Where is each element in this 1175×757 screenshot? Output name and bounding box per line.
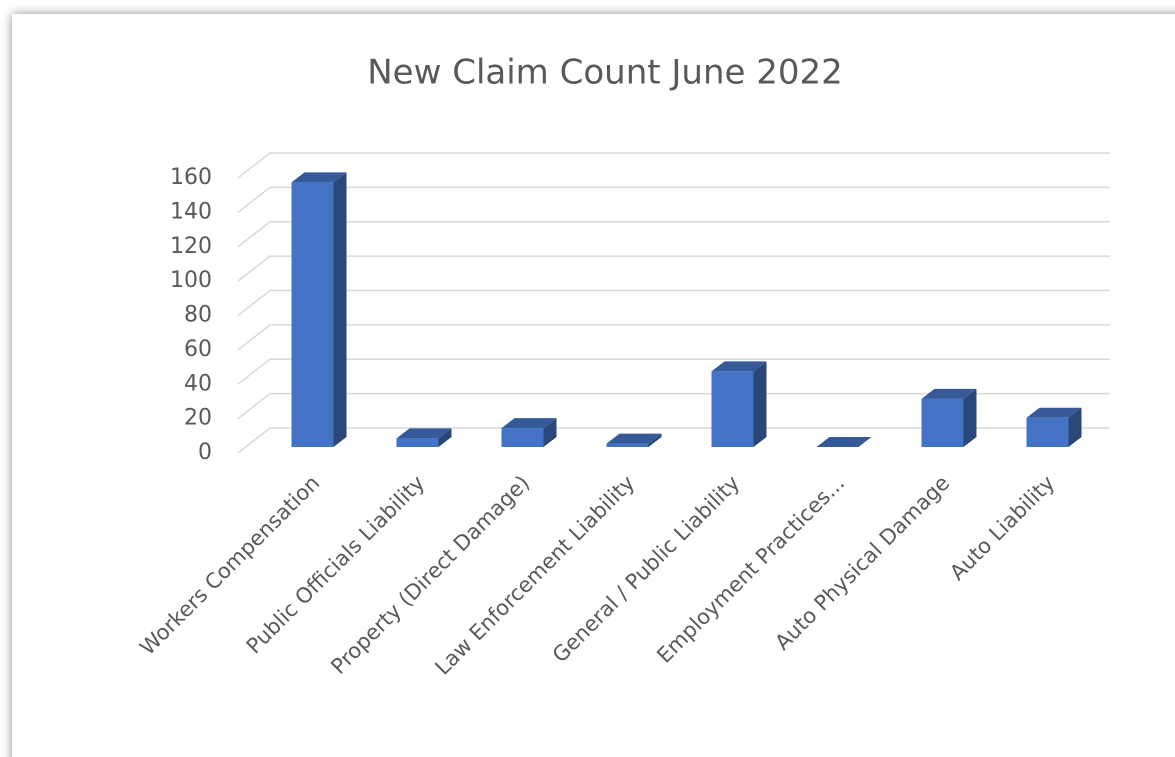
bar-top [711,361,767,372]
y-tick-label: 80 [184,303,212,328]
grid-line [237,427,1110,454]
bar-side [438,428,452,447]
bar [501,428,544,447]
bar-top [921,388,977,399]
grid-line [237,186,1110,213]
bar-side [333,172,347,447]
y-tick-label: 160 [170,165,212,190]
y-tick-label: 60 [184,337,212,362]
bar-side [963,388,977,447]
grid-line [237,255,1110,282]
bar-top [396,428,452,439]
grid-line [237,392,1110,420]
y-tick-label: 0 [198,440,212,465]
y-tick-label: 40 [184,371,212,396]
bar-top [291,172,347,183]
bar-top [501,418,557,429]
bar-top [606,433,662,444]
bar [291,182,334,447]
grid-line [237,221,1110,248]
bar-side [753,361,767,447]
grid-line [237,289,1110,317]
bar [711,371,754,447]
bar [1026,417,1069,447]
y-tick-label: 140 [170,199,212,224]
chart-title: New Claim Count June 2022 [367,53,843,93]
grid-line [237,324,1110,351]
bar-side [648,433,662,447]
bar-top [1026,407,1082,418]
chart-frame [12,14,1175,757]
y-tick-label: 120 [170,234,212,259]
y-tick-label: 100 [170,268,212,293]
bar [606,443,649,447]
bar-side [543,418,557,447]
bar [396,438,439,447]
bar [921,398,964,447]
bar-top [816,437,872,447]
bar-side [1068,407,1082,447]
y-tick-label: 20 [184,406,212,431]
grid-line [237,152,1110,179]
grid-line [237,358,1110,385]
